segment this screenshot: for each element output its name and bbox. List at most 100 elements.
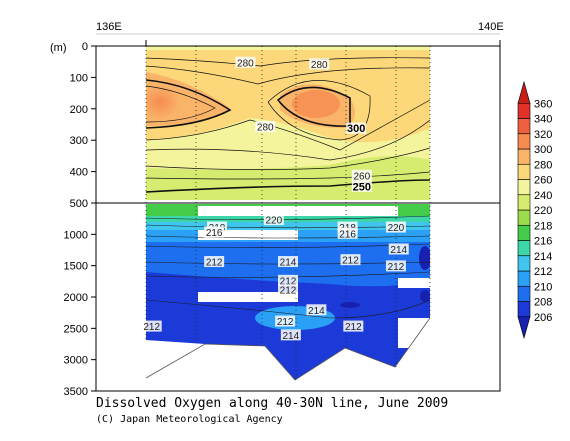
svg-text:212: 212 bbox=[280, 286, 297, 297]
svg-text:214: 214 bbox=[280, 258, 297, 269]
svg-text:212: 212 bbox=[280, 276, 297, 287]
colorbar-cell bbox=[517, 301, 531, 318]
svg-text:214: 214 bbox=[282, 331, 299, 342]
contour-label: 220 bbox=[263, 214, 284, 227]
colorbar-cell bbox=[517, 316, 531, 340]
svg-text:212: 212 bbox=[342, 256, 359, 267]
contour-labels: 2802802803002602502202182162182162202142… bbox=[141, 56, 409, 342]
y-tick-label: 3000 bbox=[64, 355, 88, 367]
svg-text:280: 280 bbox=[237, 58, 254, 69]
colorbar-tick-label: 320 bbox=[534, 129, 552, 141]
contour-label: 220 bbox=[385, 221, 406, 234]
colorbar-cell bbox=[517, 209, 531, 226]
y-tick-label: 2500 bbox=[64, 323, 88, 335]
colorbar-cell bbox=[517, 285, 531, 302]
svg-text:212: 212 bbox=[277, 317, 294, 328]
colorbar-cell bbox=[517, 102, 531, 119]
x-tick-label: 136E bbox=[96, 21, 122, 33]
colorbar-cell bbox=[517, 224, 531, 241]
colorbar-tick-label: 206 bbox=[534, 312, 552, 324]
y-tick-label: 2000 bbox=[64, 292, 88, 304]
svg-text:212: 212 bbox=[345, 322, 362, 333]
colorbar-tick-label: 208 bbox=[534, 297, 552, 309]
y-tick-label: 300 bbox=[70, 135, 88, 147]
colorbar-tick-label: 212 bbox=[534, 266, 552, 278]
colorbar-tick-label: 218 bbox=[534, 220, 552, 232]
y-tick-label: 200 bbox=[70, 104, 88, 116]
chart-credit: (C) Japan Meteorological Agency bbox=[96, 414, 283, 425]
contour-label: 212 bbox=[343, 320, 364, 333]
colorbar-cell bbox=[517, 163, 531, 180]
station-markers bbox=[145, 46, 431, 380]
colorbar-cell bbox=[517, 148, 531, 165]
colorbar-cell bbox=[517, 255, 531, 272]
colorbar: 206 208 210 212 214 216 218 220 240 260 280 300 320 3… bbox=[517, 80, 552, 340]
svg-text:280: 280 bbox=[257, 123, 274, 134]
colorbar-tick-label: 214 bbox=[534, 251, 552, 263]
contour-label: 300 bbox=[346, 122, 367, 135]
colorbar-cell bbox=[517, 179, 531, 196]
contour-label: 212 bbox=[340, 254, 361, 267]
contour-label: 214 bbox=[306, 304, 327, 317]
contour-label: 212 bbox=[141, 320, 162, 333]
colorbar-tick-label: 260 bbox=[534, 175, 552, 187]
svg-text:260: 260 bbox=[353, 171, 370, 182]
y-tick-label: 0 bbox=[82, 41, 88, 53]
svg-text:300: 300 bbox=[347, 123, 365, 135]
svg-text:212: 212 bbox=[206, 258, 223, 269]
upper-section-fill bbox=[146, 46, 430, 200]
colorbar-tick-label: 340 bbox=[534, 114, 552, 126]
y-axis-label: (m) bbox=[50, 42, 67, 54]
contour-label: 212 bbox=[204, 256, 225, 269]
colorbar-cell bbox=[517, 240, 531, 257]
contour-label: 280 bbox=[235, 56, 256, 69]
colorbar-tick-label: 360 bbox=[534, 98, 552, 110]
contour-label: 280 bbox=[255, 121, 276, 134]
svg-text:220: 220 bbox=[388, 223, 405, 234]
colorbar-tick-label: 300 bbox=[534, 144, 552, 156]
svg-text:250: 250 bbox=[353, 181, 371, 193]
y-tick-label: 1500 bbox=[64, 261, 88, 273]
contour-label: 216 bbox=[204, 226, 225, 239]
colorbar-cell bbox=[517, 118, 531, 135]
colorbar-tick-label: 240 bbox=[534, 190, 552, 202]
svg-text:212: 212 bbox=[143, 322, 160, 333]
contour-label: 214 bbox=[388, 243, 409, 256]
svg-text:214: 214 bbox=[390, 245, 407, 256]
colorbar-tick-label: 220 bbox=[534, 205, 552, 217]
svg-text:214: 214 bbox=[308, 306, 325, 317]
contour-label: 260 bbox=[351, 169, 372, 182]
seafloor-outline bbox=[145, 317, 431, 381]
svg-text:220: 220 bbox=[265, 216, 282, 227]
colorbar-cell bbox=[517, 270, 531, 287]
contour-label: 212 bbox=[385, 260, 406, 273]
colorbar-tick-label: 216 bbox=[534, 236, 552, 248]
colorbar-cell bbox=[517, 194, 531, 211]
x-tick-label: 140E bbox=[478, 21, 504, 33]
contour-label: 216 bbox=[337, 227, 358, 240]
svg-text:216: 216 bbox=[206, 228, 223, 239]
y-tick-label: 500 bbox=[70, 198, 88, 210]
y-tick-label: 400 bbox=[70, 167, 88, 179]
x-axis-top: 136E 140E bbox=[96, 21, 504, 46]
colorbar-tick-label: 210 bbox=[534, 281, 552, 293]
svg-text:280: 280 bbox=[311, 60, 328, 71]
y-axis: 0 100 200 300 400 500 1000 1500 2000 2500 3000 3500 bbox=[64, 41, 96, 398]
contour-label: 250 bbox=[351, 180, 372, 193]
colorbar-cell bbox=[517, 133, 531, 150]
y-tick-label: 1000 bbox=[64, 229, 88, 241]
contour-label: 212 bbox=[275, 315, 296, 328]
contour-label: 214 bbox=[278, 256, 298, 269]
contour-label: 212 bbox=[278, 274, 298, 287]
y-tick-label: 3500 bbox=[64, 386, 88, 398]
y-tick-label: 100 bbox=[70, 72, 88, 84]
colorbar-cell bbox=[517, 80, 531, 104]
chart-title: Dissolved Oxygen along 40-30N line, June… bbox=[96, 396, 449, 411]
contour-label: 214 bbox=[280, 329, 301, 342]
axes-frame bbox=[95, 45, 501, 392]
lower-contours bbox=[146, 215, 430, 319]
colorbar-tick-label: 280 bbox=[534, 159, 552, 171]
svg-text:216: 216 bbox=[339, 229, 356, 240]
svg-text:212: 212 bbox=[388, 262, 405, 273]
